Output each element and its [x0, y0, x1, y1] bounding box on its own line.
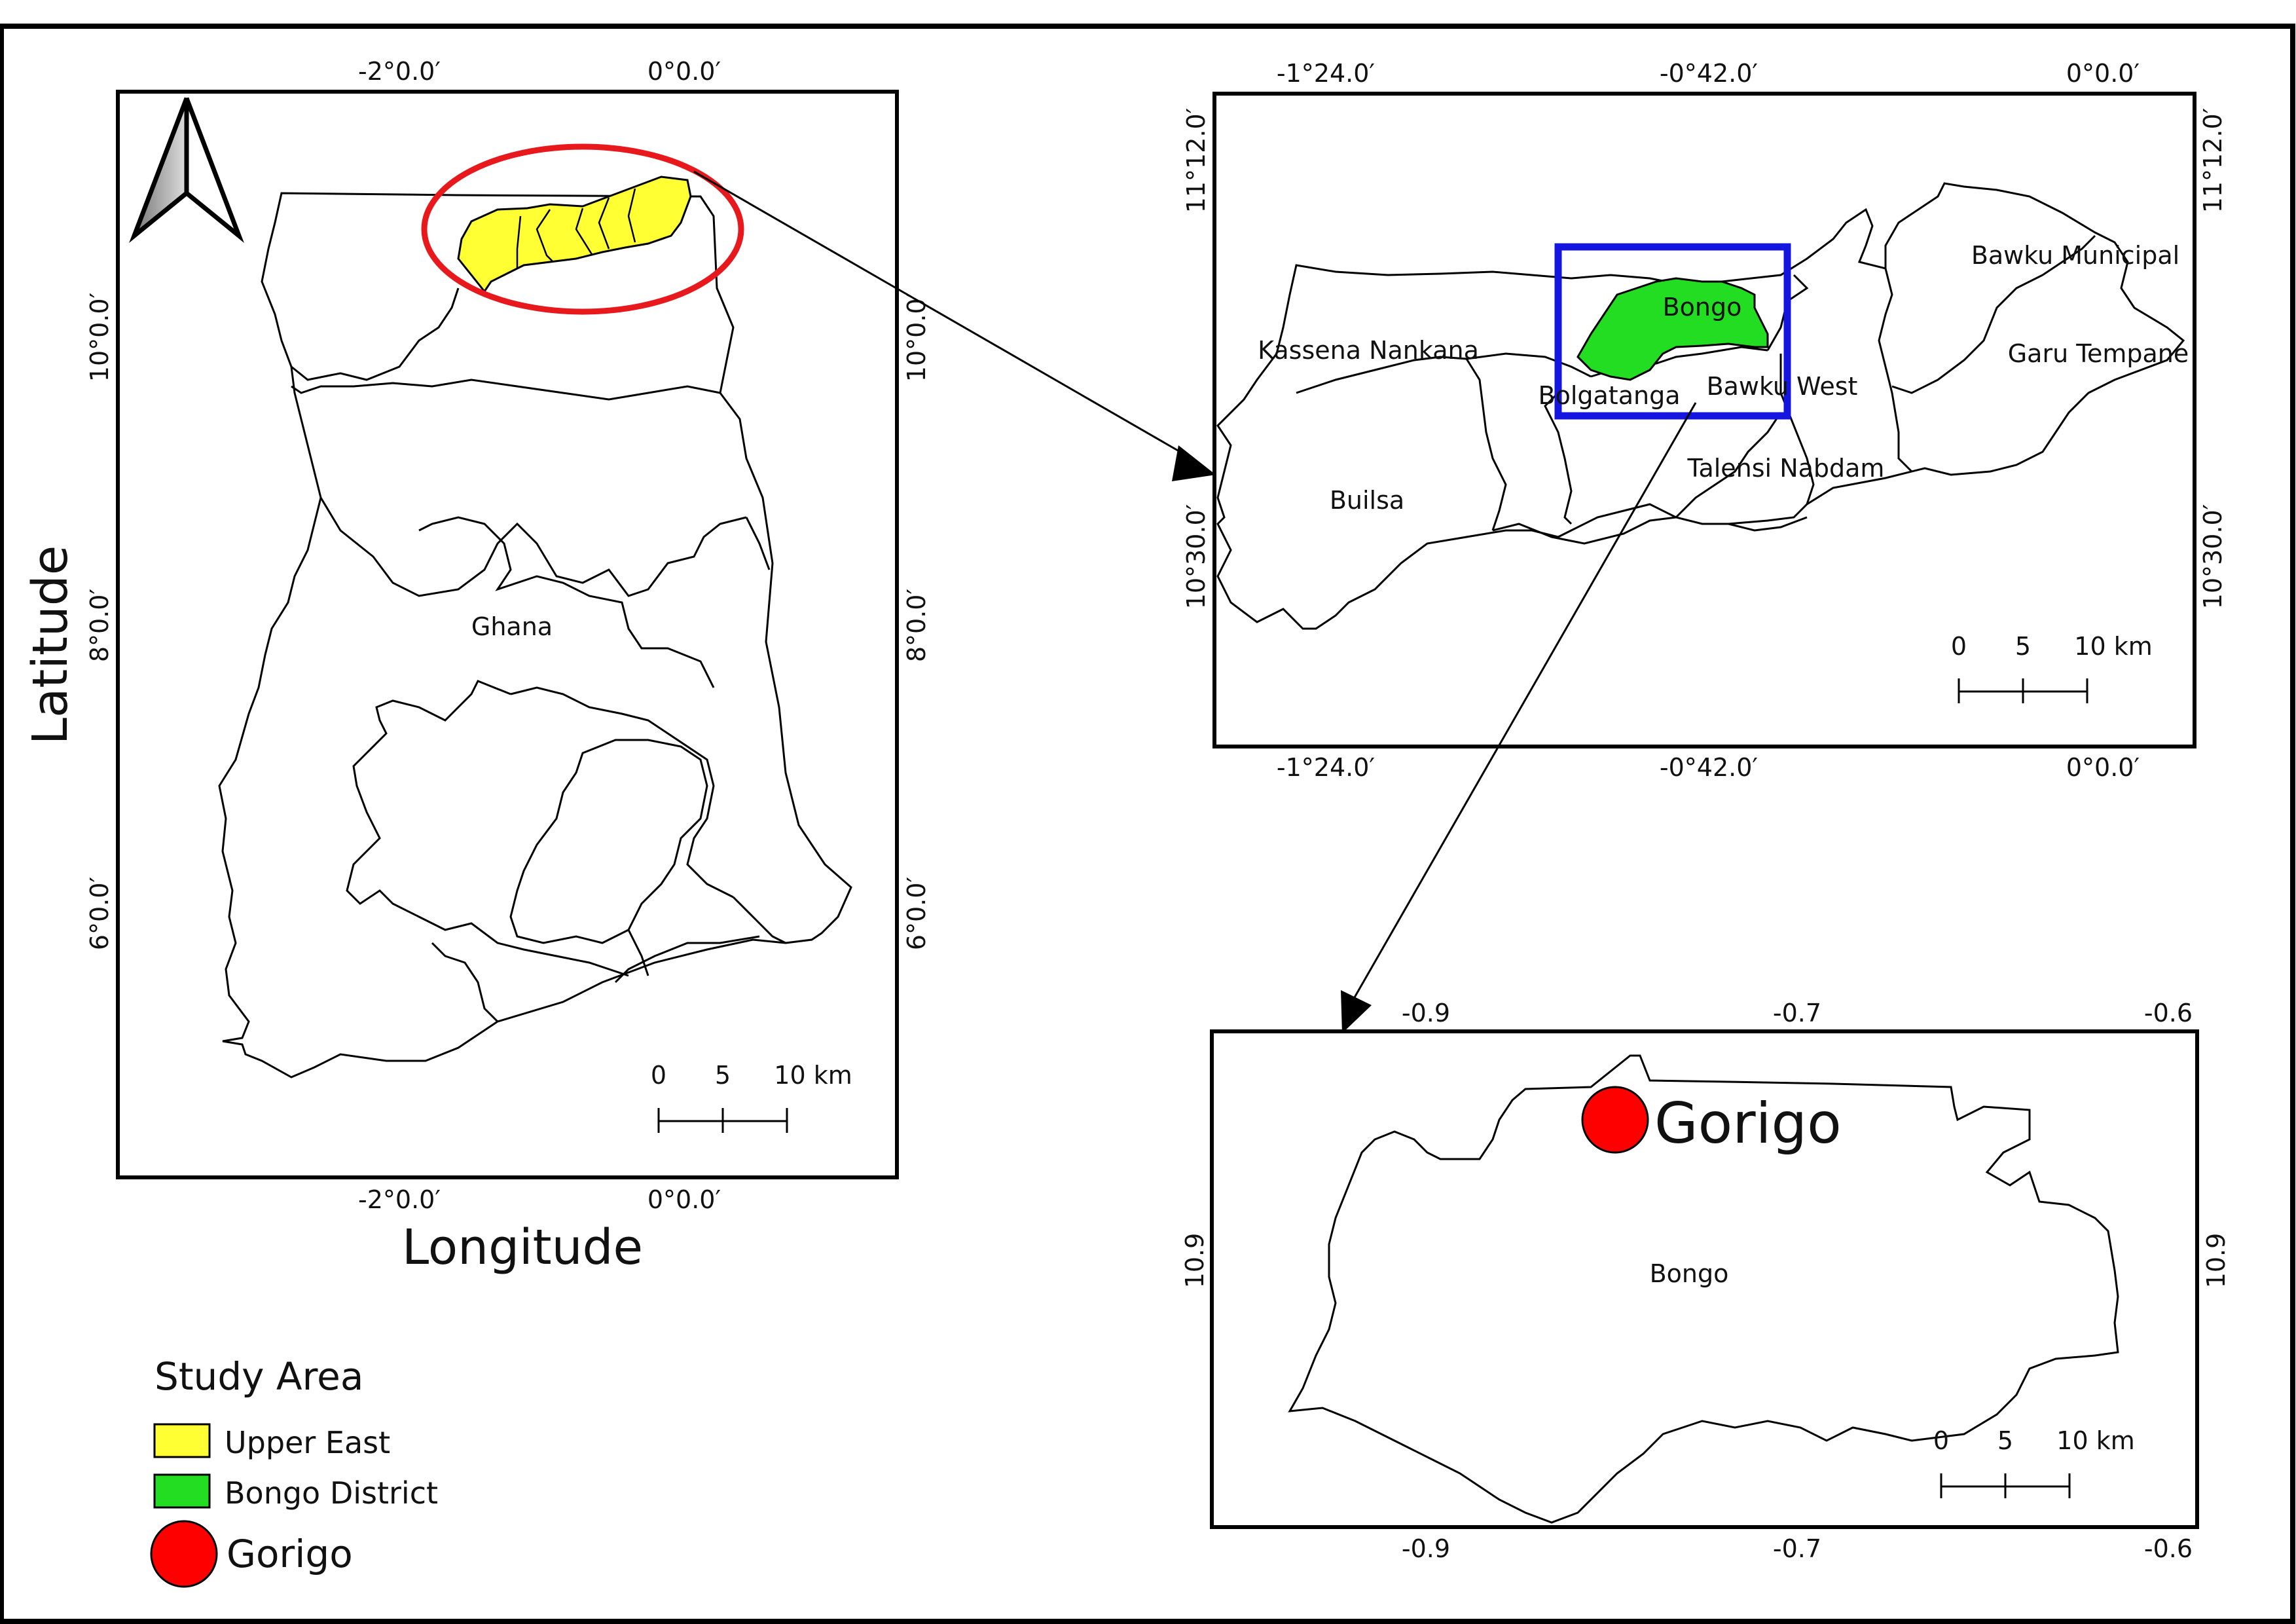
region-left-tick: 11°12.0′: [1182, 108, 1211, 213]
district-map-panel: Bongo Gorigo -0.9 -0.7 -0.6 -0.9 -0.7 -0…: [1180, 999, 2231, 1563]
ghana-country-label: Ghana: [471, 612, 553, 641]
legend-swatch-upper-east: [153, 1423, 211, 1458]
district-label-garu-tempane: Garu Tempane: [2008, 339, 2189, 368]
district-bottom-tick: -0.9: [1402, 1534, 1450, 1563]
north-arrow-icon: [129, 97, 244, 243]
district-left-tick: 10.9: [1180, 1233, 1209, 1289]
bongo-district: [1576, 277, 1769, 381]
district-bottom-tick: -0.7: [1773, 1534, 1821, 1563]
ghana-right-tick: 10°0.0′: [902, 293, 931, 382]
region-left-tick: 10°30.0′: [1182, 504, 1211, 610]
district-top-tick: -0.9: [1402, 999, 1450, 1027]
outer-frame: [0, 24, 2295, 1624]
ghana-top-tick: 0°0.0′: [647, 57, 721, 86]
region-bottom-tick: -0°42.0′: [1660, 753, 1758, 782]
connector-arrow-head: [1341, 990, 1372, 1033]
region-bottom-tick: -1°24.0′: [1277, 753, 1375, 782]
ghana-map-panel: Ghana -2°0.0′ 0°0.0′ -2°0.0′ 0°0.0′ 10°0…: [22, 57, 931, 1276]
svg-text:5: 5: [1997, 1426, 2013, 1455]
svg-text:10 km: 10 km: [2074, 632, 2152, 661]
district-label-builsa: Builsa: [1330, 486, 1404, 515]
district-scale-bar: 0 5 10 km: [1933, 1426, 2135, 1498]
ghana-right-tick: 8°0.0′: [902, 589, 931, 662]
connector-arrow-head: [1172, 445, 1216, 481]
connector-arrow-district: [1351, 402, 1697, 1003]
region-bottom-tick: 0°0.0′: [2066, 753, 2140, 782]
ghana-region-boundaries: [291, 287, 786, 1023]
ghana-bottom-tick: 0°0.0′: [647, 1185, 721, 1214]
legend-swatch-gorigo: [150, 1520, 218, 1588]
ghana-left-tick: 10°0.0′: [85, 293, 114, 382]
region-top-tick: -0°42.0′: [1660, 59, 1758, 88]
district-label-talensi-nabdam: Talensi Nabdam: [1687, 454, 1885, 483]
gorigo-point-label: Gorigo: [1654, 1091, 1842, 1156]
svg-text:0: 0: [651, 1061, 666, 1090]
svg-text:0: 0: [1951, 632, 1967, 661]
ghana-outline: [218, 192, 852, 1079]
district-label-bawku-municipal: Bawku Municipal: [1971, 241, 2179, 270]
svg-text:10 km: 10 km: [774, 1061, 852, 1090]
region-right-tick: 10°30.0′: [2198, 504, 2227, 610]
district-label-bongo: Bongo: [1663, 293, 1742, 322]
legend-label-gorigo: Gorigo: [227, 1532, 353, 1576]
region-map-frame: [1212, 92, 2196, 748]
svg-text:10 km: 10 km: [2056, 1426, 2134, 1455]
district-label-kassena-nankana: Kassena Nankana: [1258, 336, 1479, 365]
ghana-bottom-tick: -2°0.0′: [358, 1185, 441, 1214]
svg-text:5: 5: [715, 1061, 731, 1090]
district-top-tick: -0.6: [2144, 999, 2193, 1027]
legend-swatch-bongo-district: [153, 1473, 211, 1509]
district-right-tick: 10.9: [2202, 1233, 2231, 1289]
ghana-scale-bar: 0 5 10 km: [651, 1061, 852, 1133]
ghana-left-tick: 6°0.0′: [85, 877, 114, 950]
gorigo-point-marker: [1581, 1086, 1649, 1154]
upper-east-highlight-ellipse: [421, 143, 744, 315]
connector-arrow-region: [693, 170, 1192, 460]
district-label-bolgatanga: Bolgatanga: [1539, 381, 1681, 410]
svg-text:0: 0: [1933, 1426, 1949, 1455]
ghana-top-tick: -2°0.0′: [358, 57, 441, 86]
ghana-right-tick: 6°0.0′: [902, 877, 931, 950]
ghana-left-tick: 8°0.0′: [85, 589, 114, 662]
legend-label-bongo-district: Bongo District: [225, 1475, 438, 1511]
region-right-tick: 11°12.0′: [2198, 108, 2227, 213]
district-top-tick: -0.7: [1773, 999, 1821, 1027]
bongo-district-outline: [1288, 1054, 2119, 1524]
region-map-panel: Kassena Nankana Builsa Bongo Bolgatanga …: [1182, 59, 2227, 782]
bongo-selection-box: [1554, 243, 1791, 420]
legend-label-upper-east: Upper East: [225, 1425, 390, 1460]
svg-text:5: 5: [2015, 632, 2031, 661]
region-scale-bar: 0 5 10 km: [1951, 632, 2153, 703]
legend-title: Study Area: [155, 1354, 363, 1399]
region-top-tick: -1°24.0′: [1277, 59, 1375, 88]
x-axis-title: Longitude: [402, 1219, 643, 1276]
district-area-label: Bongo: [1650, 1259, 1729, 1288]
legend: Study Area Upper East Bongo District Gor…: [150, 1354, 438, 1588]
district-label-bawku-west: Bawku West: [1707, 372, 1858, 401]
region-district-boundaries: [1216, 182, 2185, 630]
region-top-tick: 0°0.0′: [2066, 59, 2140, 88]
district-bottom-tick: -0.6: [2144, 1534, 2193, 1563]
y-axis-title: Latitude: [22, 545, 79, 745]
